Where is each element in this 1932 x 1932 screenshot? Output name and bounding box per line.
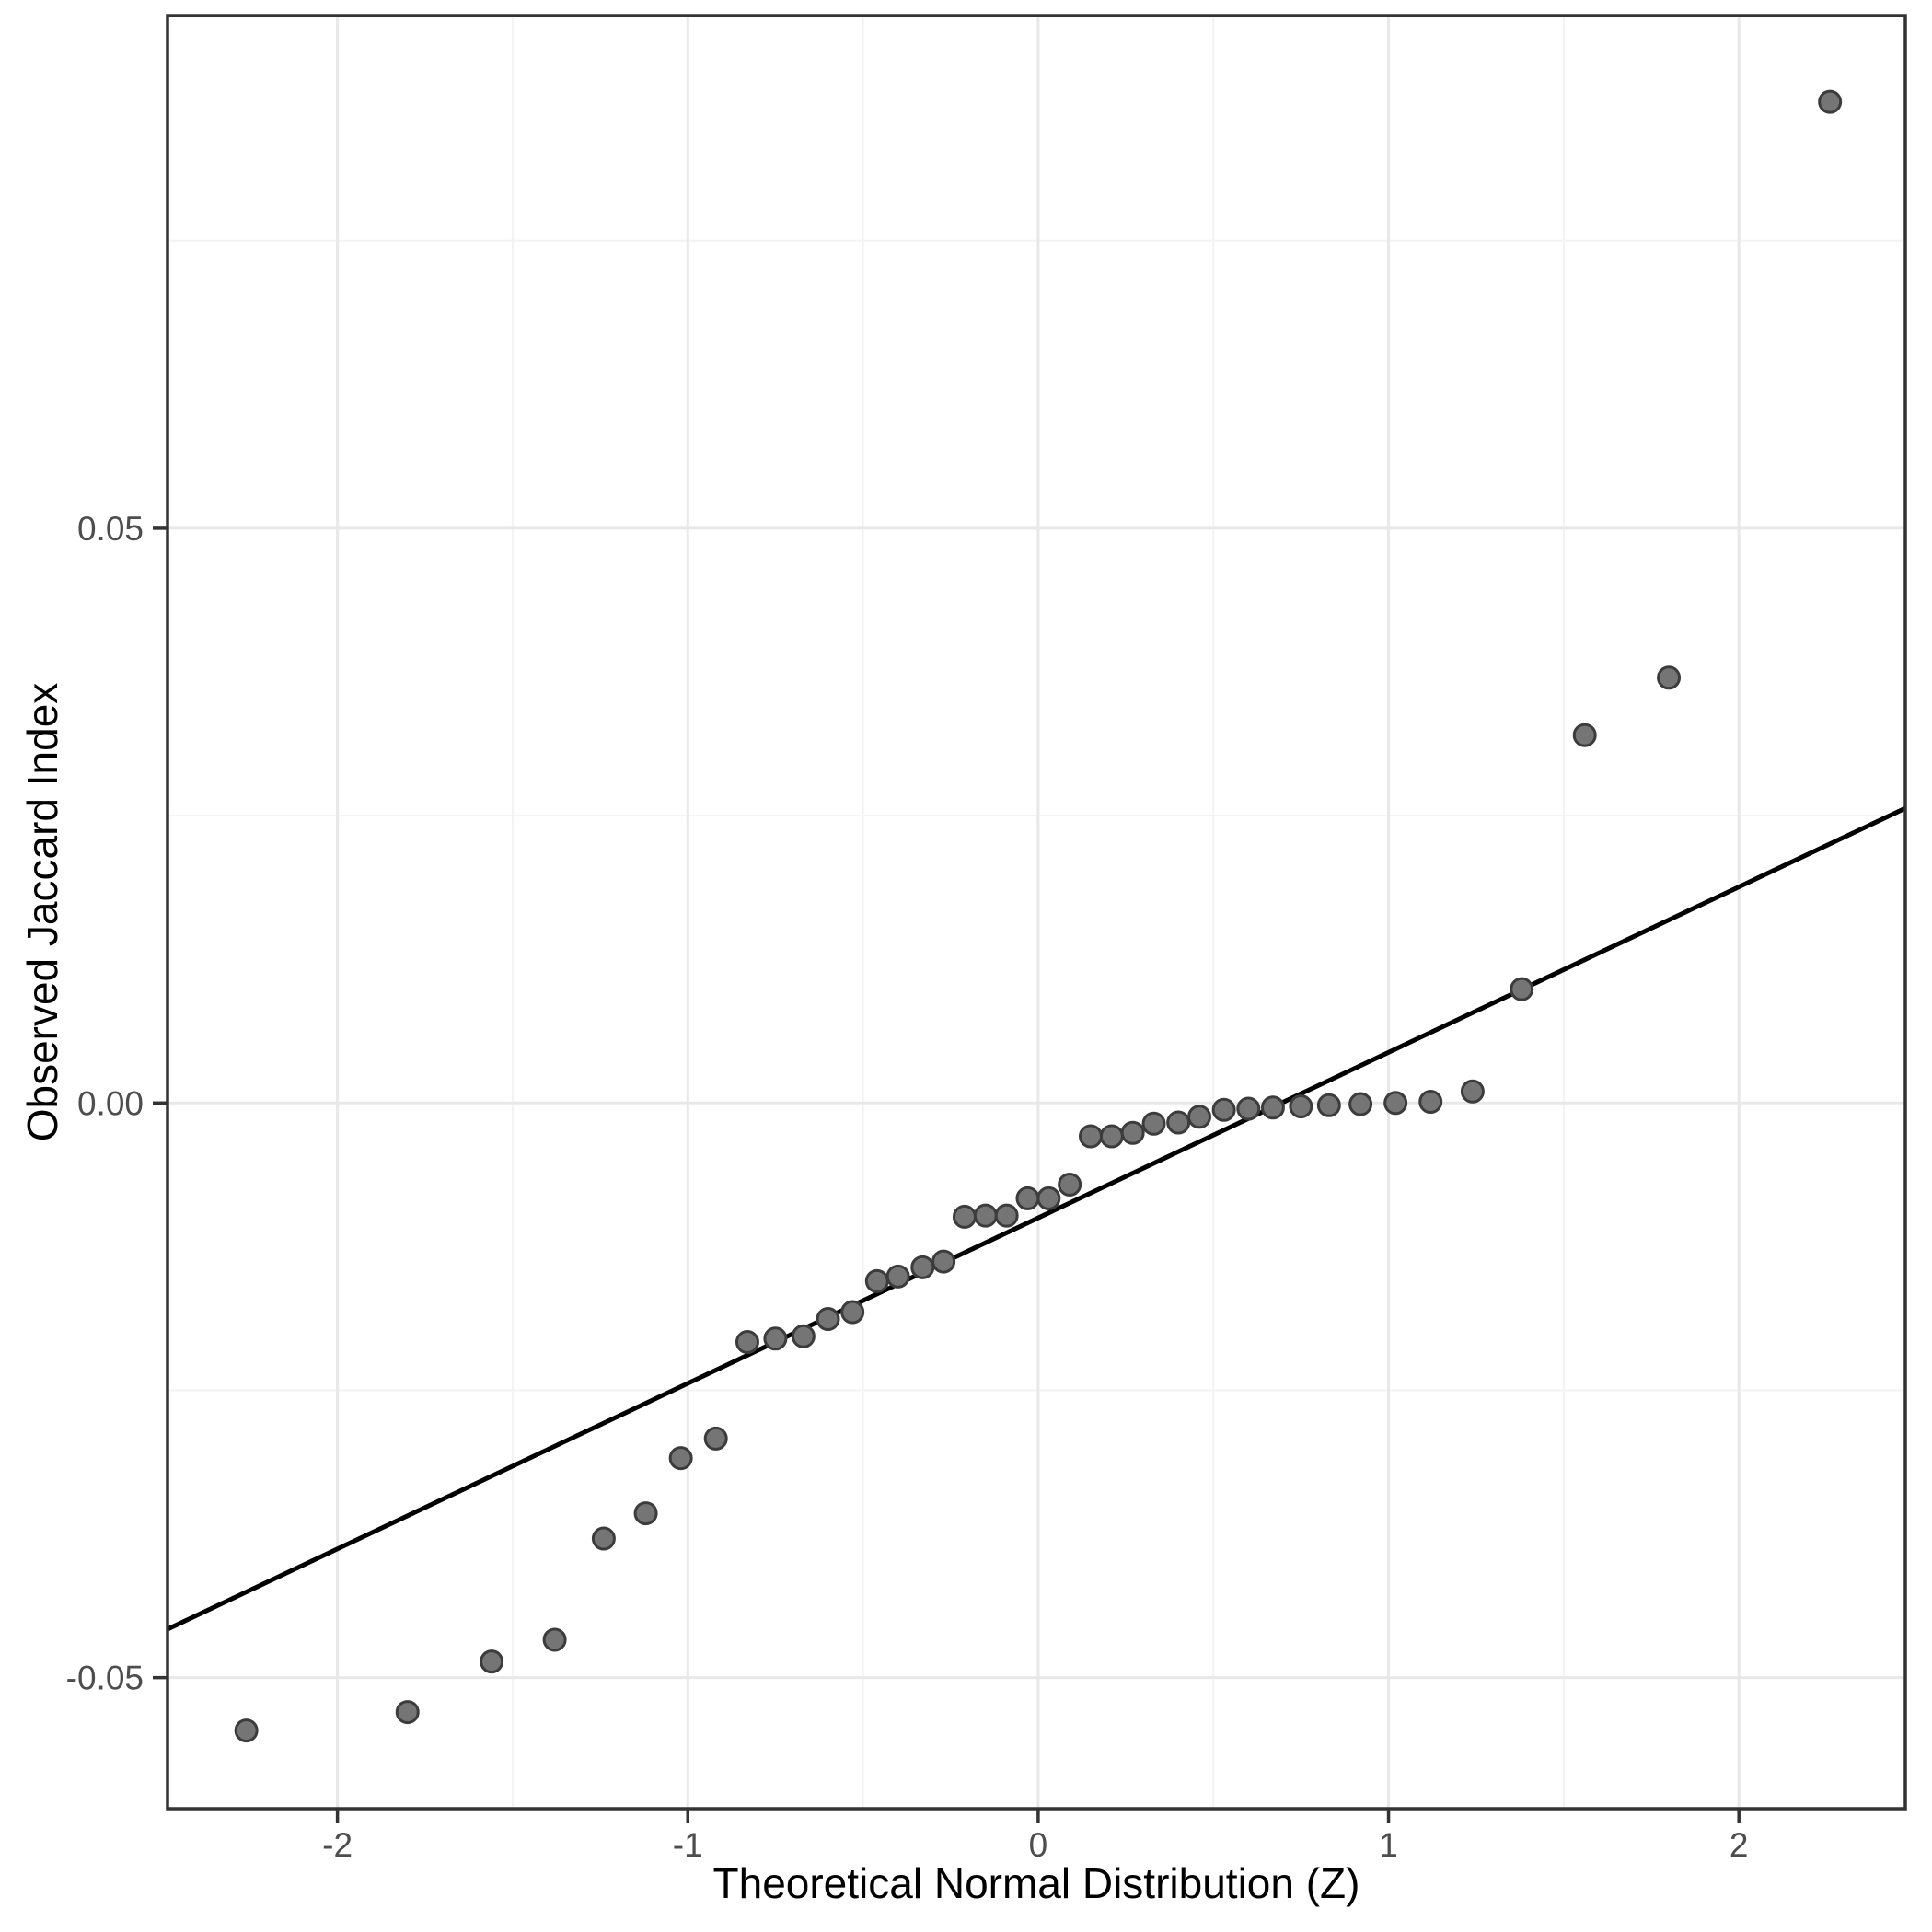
- qq-point: [1260, 1095, 1285, 1120]
- y-axis-title: Observed Jaccard Index: [18, 683, 66, 1142]
- qq-point: [1418, 1090, 1443, 1115]
- qq-point: [1348, 1092, 1373, 1116]
- qq-point: [763, 1326, 788, 1351]
- qq-point: [1818, 89, 1843, 114]
- qq-point: [910, 1255, 935, 1279]
- qq-point: [1099, 1124, 1124, 1149]
- qq-point: [735, 1330, 759, 1355]
- qq-point: [591, 1526, 616, 1551]
- qq-point: [1166, 1110, 1191, 1135]
- qq-point: [234, 1718, 259, 1743]
- qq-point: [952, 1204, 977, 1229]
- x-tick-label: -1: [673, 1826, 703, 1864]
- x-tick-label: 2: [1730, 1826, 1749, 1864]
- qq-point: [973, 1203, 998, 1228]
- panel-border: [166, 14, 1907, 1811]
- y-tick-label: 0.00: [77, 1084, 144, 1122]
- qq-point: [1079, 1124, 1103, 1149]
- qq-point: [885, 1264, 910, 1289]
- qq-point: [994, 1203, 1019, 1228]
- qq-point: [395, 1700, 420, 1725]
- qq-point: [840, 1300, 865, 1325]
- qq-point: [1058, 1172, 1082, 1197]
- y-tick-label: 0.05: [77, 510, 144, 548]
- qq-point: [703, 1426, 728, 1451]
- reference-line: [166, 805, 1907, 1632]
- plot-panel: [168, 16, 1905, 1809]
- qq-point: [668, 1446, 693, 1471]
- x-axis-title: Theoretical Normal Distribution (Z): [713, 1859, 1360, 1907]
- x-tick-label: 1: [1379, 1826, 1398, 1864]
- qq-point: [1187, 1105, 1211, 1129]
- qq-point: [1236, 1096, 1261, 1121]
- qq-point: [864, 1268, 889, 1293]
- qq-point: [816, 1307, 840, 1332]
- y-tick-label: -0.05: [66, 1660, 144, 1697]
- qq-point: [633, 1501, 658, 1526]
- qq-point: [1316, 1093, 1341, 1117]
- qq-point: [1141, 1111, 1166, 1136]
- chart-layers: -2 -1 0 1 2 0.05 0.00 -0.05: [66, 14, 1907, 1864]
- x-tick-label: 0: [1029, 1826, 1048, 1864]
- qq-point: [1460, 1079, 1485, 1104]
- qq-point: [542, 1627, 567, 1652]
- qq-point: [931, 1249, 956, 1274]
- x-tick-label: -2: [322, 1826, 353, 1864]
- qq-point: [1572, 723, 1597, 747]
- qq-point: [1211, 1097, 1236, 1122]
- qq-point: [1657, 665, 1682, 690]
- qq-point: [1015, 1186, 1040, 1210]
- qq-point: [1383, 1091, 1408, 1116]
- qq-point: [1120, 1120, 1145, 1145]
- qq-point: [1036, 1186, 1061, 1210]
- qq-point: [1289, 1094, 1313, 1119]
- qq-point: [1510, 977, 1534, 1001]
- qq-point: [480, 1649, 504, 1674]
- qq-point: [791, 1324, 816, 1348]
